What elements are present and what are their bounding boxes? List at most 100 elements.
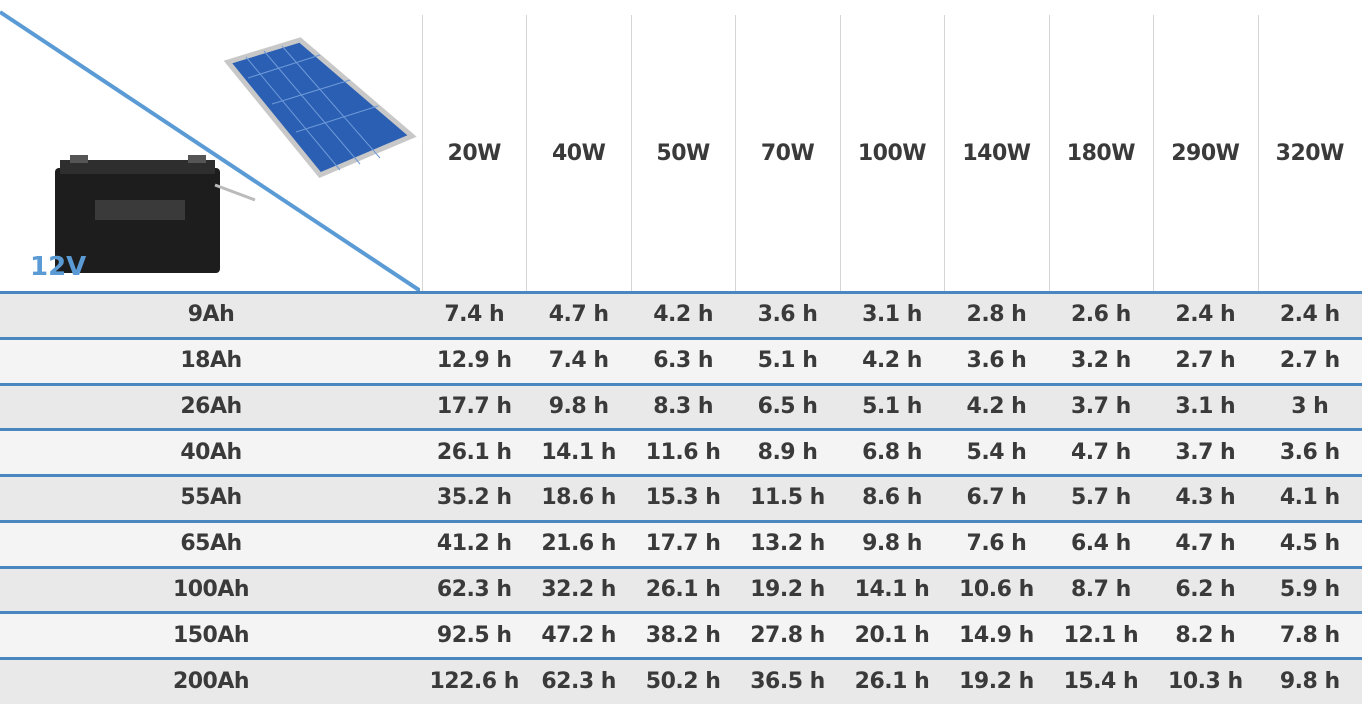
table-cell: 3.1 h [1175, 393, 1236, 419]
table-cell: 3.6 h [757, 302, 818, 328]
table-cell: 62.3 h [436, 577, 512, 603]
column-header: 290W [1171, 141, 1240, 166]
column-divider [944, 15, 946, 292]
table-cell: 19.2 h [959, 668, 1034, 694]
table-cell: 10.6 h [959, 577, 1034, 603]
row-label: 100Ah [172, 577, 250, 603]
table-cell: 18.6 h [541, 485, 616, 511]
table-cell: 15.4 h [1063, 668, 1139, 694]
table-cell: 12.1 h [1063, 622, 1139, 648]
row-background [0, 292, 1362, 338]
table-cell: 10.3 h [1168, 668, 1243, 694]
table-cell: 4.1 h [1279, 485, 1340, 511]
table-cell: 6.8 h [862, 439, 922, 465]
table-cell: 8.7 h [1070, 577, 1131, 603]
column-header: 140W [962, 141, 1031, 166]
table-cell: 92.5 h [436, 622, 512, 648]
table-cell: 14.1 h [854, 577, 930, 603]
table-cell: 6.2 h [1175, 577, 1236, 603]
table-cell: 20.1 h [854, 622, 930, 648]
column-divider [422, 15, 423, 292]
table-cell: 6.3 h [653, 348, 713, 374]
row-background [0, 566, 1362, 613]
table-cell: 26.1 h [854, 668, 930, 694]
table-cell: 2.6 h [1070, 302, 1131, 328]
table-cell: 6.7 h [966, 485, 1027, 511]
table-cell: 5.1 h [757, 348, 818, 374]
table-cell: 6.5 h [757, 393, 818, 419]
row-separator [0, 428, 1362, 432]
row-label: 150Ah [172, 622, 250, 648]
table-cell: 5.1 h [862, 393, 922, 419]
table-cell: 12.9 h [436, 348, 512, 374]
column-header: 20W [447, 141, 502, 166]
table-cell: 5.7 h [1070, 485, 1131, 511]
row-label: 65Ah [180, 531, 242, 557]
table-cell: 3 h [1291, 393, 1329, 419]
row-separator [0, 336, 1362, 340]
row-separator [0, 291, 1362, 294]
table-cell: 3.6 h [966, 348, 1027, 374]
table-cell: 7.6 h [966, 531, 1027, 557]
table-cell: 3.7 h [1175, 439, 1236, 465]
table-cell: 3.1 h [862, 302, 922, 328]
table-cell: 9.8 h [1279, 668, 1340, 694]
table-cell: 21.6 h [541, 531, 616, 557]
table-cell: 4.7 h [1175, 531, 1236, 557]
table-cell: 7.8 h [1279, 622, 1340, 648]
row-background [0, 612, 1362, 659]
column-divider [526, 15, 528, 292]
table-cell: 7.4 h [444, 302, 505, 328]
table-cell: 7.4 h [548, 348, 609, 374]
table-cell: 4.2 h [653, 302, 713, 328]
table-cell: 4.7 h [1070, 439, 1131, 465]
column-divider [1048, 15, 1050, 292]
row-label: 26Ah [180, 393, 242, 419]
table-cell: 62.3 h [541, 668, 616, 694]
column-header: 50W [656, 141, 710, 166]
row-background [0, 475, 1362, 521]
table-cell: 4.2 h [862, 348, 922, 374]
table-cell: 3.2 h [1070, 348, 1131, 374]
table-cell: 17.7 h [436, 393, 512, 419]
column-header: 100W [857, 141, 927, 166]
column-header: 180W [1066, 141, 1136, 166]
column-divider [839, 15, 841, 292]
row-label: 9Ah [187, 302, 235, 328]
table-cell: 27.8 h [750, 622, 825, 648]
table-cell: 32.2 h [541, 577, 616, 603]
row-separator [0, 519, 1362, 523]
table-cell: 50.2 h [645, 668, 721, 694]
table-cell: 26.1 h [645, 577, 721, 603]
table-cell: 26.1 h [436, 439, 512, 465]
table-cell: 3.7 h [1070, 393, 1131, 419]
table-cell: 11.6 h [645, 439, 721, 465]
table-cell: 2.7 h [1279, 348, 1340, 374]
row-background [0, 429, 1362, 476]
table-cell: 8.6 h [862, 485, 922, 511]
table-cell: 47.2 h [541, 622, 616, 648]
diagonal-divider [0, 10, 420, 294]
table-cell: 36.5 h [750, 668, 825, 694]
table-cell: 2.8 h [966, 302, 1027, 328]
row-label: 200Ah [172, 668, 250, 694]
column-header: 320W [1275, 141, 1345, 166]
column-header: 70W [760, 141, 815, 166]
solar-panel [223, 37, 417, 179]
row-separator [0, 565, 1362, 569]
table-cell: 8.3 h [653, 393, 713, 419]
table-cell: 4.7 h [548, 302, 609, 328]
table-cell: 3.6 h [1279, 439, 1340, 465]
table-cell: 9.8 h [862, 531, 922, 557]
row-background [0, 383, 1362, 430]
table-cell: 11.5 h [750, 485, 825, 511]
table-cell: 5.9 h [1279, 577, 1340, 603]
table-cell: 9.8 h [548, 393, 609, 419]
table-cell: 38.2 h [645, 622, 721, 648]
row-background [0, 520, 1362, 567]
row-separator [0, 657, 1362, 661]
table-cell: 5.4 h [966, 439, 1027, 465]
row-label: 55Ah [180, 485, 242, 511]
column-divider [1153, 15, 1155, 292]
